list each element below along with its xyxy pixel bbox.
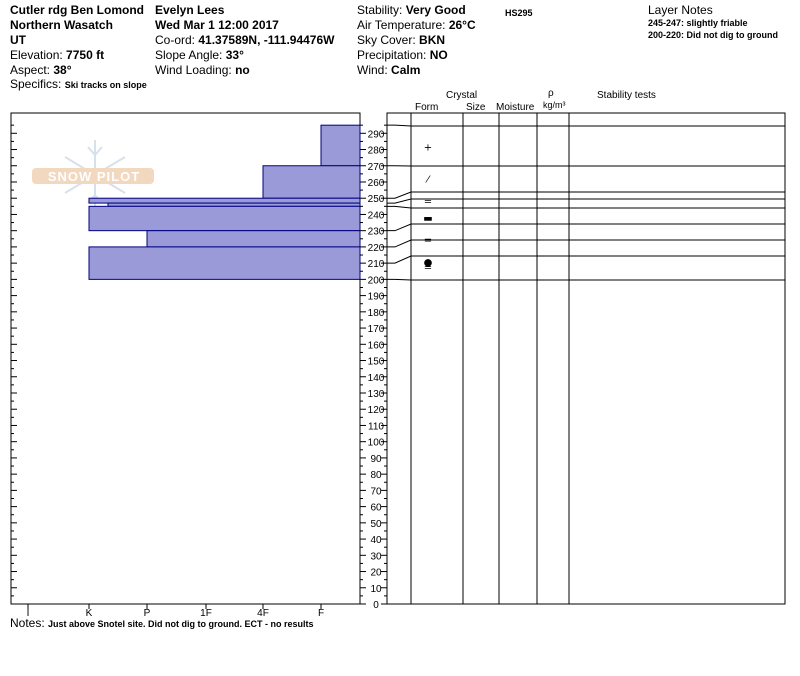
- observer-datetime: Wed Mar 1 12:00 2017: [155, 18, 279, 32]
- hardness-label: K: [86, 608, 93, 619]
- depth-tick-label: 200: [368, 275, 385, 286]
- crystal-forms: +⁄=▬=●=: [423, 142, 432, 273]
- depth-tick-label: 130: [368, 389, 385, 400]
- col-stability-tests: Stability tests: [597, 90, 656, 101]
- layer-boundary: [387, 191, 785, 199]
- layer-boundary: [387, 239, 785, 248]
- hardness-layers: [88, 124, 361, 280]
- depth-tick-label: 160: [368, 340, 385, 351]
- sky-cover: Sky Cover: BKN: [357, 33, 446, 47]
- layer-bar-6: [88, 246, 361, 280]
- col-density-unit: kg/m³: [543, 100, 566, 110]
- hardness-label: 1F: [200, 608, 212, 619]
- col-size: Size: [466, 102, 486, 113]
- depth-tick-label: 150: [368, 357, 385, 368]
- layer-boundary: [387, 198, 785, 204]
- crystal-form-symbol: =: [424, 197, 432, 208]
- col-moisture: Moisture: [496, 102, 535, 113]
- depth-tick-label: 170: [368, 324, 385, 335]
- layer-note-2: 200-220: Did not dig to ground: [648, 30, 778, 40]
- depth-tick-label: 0: [373, 600, 379, 611]
- observer-coord: Co-ord: 41.37589N, -111.94476W: [155, 33, 335, 47]
- site-aspect: Aspect: 38°: [10, 63, 72, 77]
- crystal-form-symbol: =: [424, 262, 432, 273]
- crystal-form-symbol: =: [424, 235, 432, 246]
- depth-tick-label: 20: [370, 568, 382, 579]
- hardness-label: F: [318, 608, 324, 619]
- layer-boundary: [387, 124, 785, 127]
- depth-tick-label: 180: [368, 308, 385, 319]
- site-specifics: Specifics: Ski tracks on slope: [10, 77, 147, 91]
- col-rho: ρ: [548, 88, 554, 99]
- site-range: Northern Wasatch: [10, 18, 113, 32]
- notes: Notes: Just above Snotel site. Did not d…: [10, 616, 314, 630]
- crystal-form-symbol: ▬: [423, 214, 432, 225]
- layer-note-1: 245-247: slightly friable: [648, 18, 748, 28]
- observer-slope: Slope Angle: 33°: [155, 48, 244, 62]
- hardness-label: P: [144, 608, 151, 619]
- crystal-form-symbol: ●: [424, 258, 433, 269]
- layer-table: [386, 112, 786, 605]
- hardness-axis: I K P 1F 4F F: [27, 604, 324, 619]
- depth-tick-label: 190: [368, 292, 385, 303]
- depth-tick-label: 270: [368, 162, 385, 173]
- stability: Stability: Very Good: [357, 3, 466, 17]
- depth-tick-label: 250: [368, 194, 385, 205]
- watermark-text: SNOW PILOT: [48, 169, 140, 184]
- hs-value: HS295: [505, 8, 533, 18]
- hardness-label: I: [27, 608, 30, 619]
- depth-tick-label: 60: [370, 503, 382, 514]
- layer-notes-title: Layer Notes: [648, 3, 713, 17]
- col-crystal: Crystal: [446, 90, 477, 101]
- depth-tick-label: 230: [368, 227, 385, 238]
- depth-tick-label: 280: [368, 146, 385, 157]
- crystal-form-symbol: +: [424, 142, 432, 153]
- air-temperature: Air Temperature: 26°C: [357, 18, 476, 32]
- layer-bar-2: [88, 197, 361, 204]
- layer-boundaries: [387, 124, 785, 281]
- depth-tick-label: 110: [368, 421, 384, 432]
- depth-tick-label: 10: [370, 584, 382, 595]
- layer-bar-4: [88, 205, 361, 232]
- depth-tick-label: 140: [368, 373, 385, 384]
- depth-tick-label: 30: [370, 551, 382, 562]
- wind: Wind: Calm: [357, 63, 421, 77]
- observer-name: Evelyn Lees: [155, 3, 225, 17]
- depth-tick-label: 90: [370, 454, 382, 465]
- depth-axis: 0 10 20 30 40 50 60 70 80 90 100 110 120 130 140 150 160…: [11, 124, 387, 611]
- layer-boundary: [387, 255, 785, 264]
- depth-tick-label: 240: [368, 210, 385, 221]
- site-elevation: Elevation: 7750 ft: [10, 48, 105, 62]
- depth-tick-label: 260: [368, 178, 385, 189]
- layer-boundary: [387, 205, 785, 209]
- site-location: Cutler rdg Ben Lomond: [10, 3, 144, 17]
- layer-boundary: [387, 278, 785, 281]
- watermark-band: [32, 168, 154, 184]
- depth-tick-label: 40: [370, 535, 382, 546]
- layer-boundary: [387, 223, 785, 232]
- layer-bar-5: [146, 230, 361, 248]
- depth-tick-label: 80: [370, 470, 382, 481]
- observer-wind-loading: Wind Loading: no: [155, 63, 250, 77]
- depth-tick-label: 100: [368, 438, 385, 449]
- depth-tick-label: 290: [368, 129, 385, 140]
- depth-tick-label: 120: [368, 405, 385, 416]
- hardness-panel: [10, 112, 361, 605]
- depth-tick-label: 50: [370, 519, 382, 530]
- layer-bar-1: [262, 165, 361, 199]
- precipitation: Precipitation: NO: [357, 48, 448, 62]
- depth-tick-label: 210: [368, 259, 385, 270]
- layer-bar-0: [320, 124, 361, 167]
- site-state: UT: [10, 33, 26, 47]
- depth-tick-label: 220: [368, 243, 385, 254]
- hardness-label: 4F: [257, 608, 269, 619]
- depth-tick-label: 70: [370, 486, 382, 497]
- col-form: Form: [415, 102, 438, 113]
- crystal-form-symbol: ⁄: [425, 175, 431, 186]
